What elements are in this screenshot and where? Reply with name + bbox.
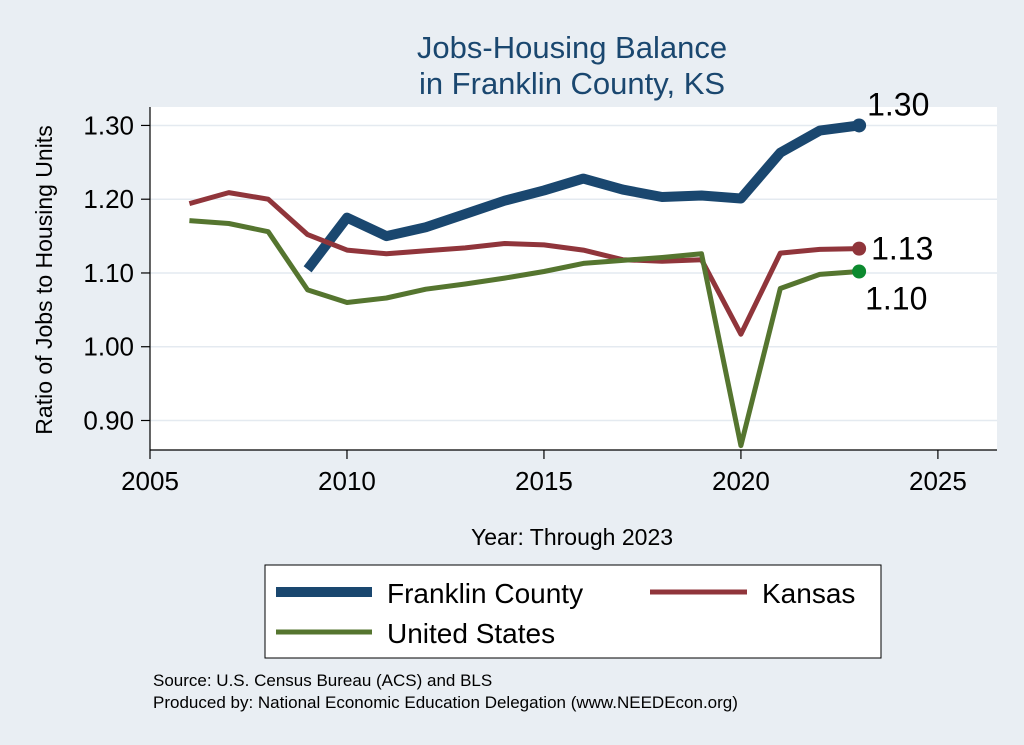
y-tick-label: 1.30 [83,110,134,140]
legend-label-united-states: United States [387,618,555,649]
producer-note: Produced by: National Economic Education… [153,693,738,712]
x-tick-label: 2015 [515,466,573,496]
legend: Franklin County Kansas United States [264,564,882,659]
end-value-label-franklin-county: 1.30 [867,86,929,122]
series-lines [188,118,867,449]
source-note: Source: U.S. Census Bureau (ACS) and BLS [153,671,492,690]
end-marker-united-states [852,264,867,279]
end-value-label-united-states: 1.10 [865,280,927,316]
y-axis-title: Ratio of Jobs to Housing Units [31,125,57,434]
y-tick-label: 0.90 [83,405,134,435]
series-line-united-states [189,218,860,449]
legend-label-kansas: Kansas [762,578,855,609]
x-tick-label: 2020 [712,466,770,496]
y-tick-label: 1.20 [83,184,134,214]
chart-subtitle: in Franklin County, KS [419,66,725,101]
end-value-label-kansas: 1.13 [871,231,933,267]
legend-label-franklin-county: Franklin County [387,578,583,609]
plot-area [150,107,997,450]
y-tick-label: 1.00 [83,332,134,362]
grid-lines [150,124,997,422]
x-tick-label: 2010 [318,466,376,496]
x-tick-label: 2025 [909,466,967,496]
x-axis-title: Year: Through 2023 [471,524,673,550]
end-marker-franklin-county [852,118,867,133]
end-marker-kansas [852,241,867,256]
series-line-kansas [188,190,860,337]
legend-box [264,564,882,659]
chart-title: Jobs-Housing Balance [417,30,727,65]
y-tick-label: 1.10 [83,258,134,288]
axis-ticks: 0.90 1.00 1.10 1.20 1.30 2005 2010 2015 2020 2025 [83,110,966,496]
series-line-franklin-county [303,120,860,273]
x-tick-label: 2005 [121,466,179,496]
